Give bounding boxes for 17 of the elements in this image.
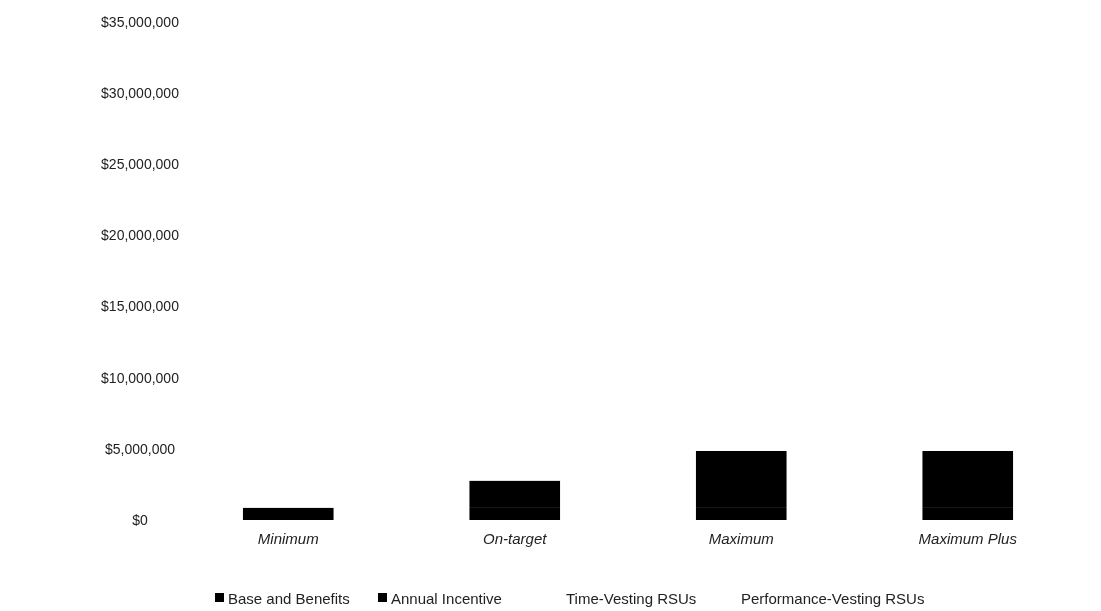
x-tick-label: On-target — [483, 530, 548, 548]
x-tick-label: Maximum Plus — [918, 530, 1018, 548]
y-tick-label: $15,000,000 — [101, 298, 180, 315]
legend-label: Annual Incentive — [391, 590, 502, 608]
text: Time-Vesting RSUs — [566, 590, 697, 608]
y-tick-label: $10,000,000 — [101, 369, 180, 386]
y-tick-label: $0 — [132, 511, 148, 528]
bar — [242, 507, 334, 520]
legend-label: Base and Benefits — [228, 590, 350, 608]
x-tick-label: Maximum — [708, 530, 774, 548]
y-tick-label: $20,000,000 — [101, 227, 180, 244]
x-tick-label: Minimum — [257, 530, 319, 548]
y-tick-label: $30,000,000 — [101, 85, 180, 102]
y-tick-label: $5,000,000 — [104, 440, 176, 457]
text: Performance-Vesting RSUs — [741, 590, 925, 608]
y-tick-label: $35,000,000 — [101, 13, 180, 30]
y-tick-label: $25,000,000 — [101, 156, 180, 173]
